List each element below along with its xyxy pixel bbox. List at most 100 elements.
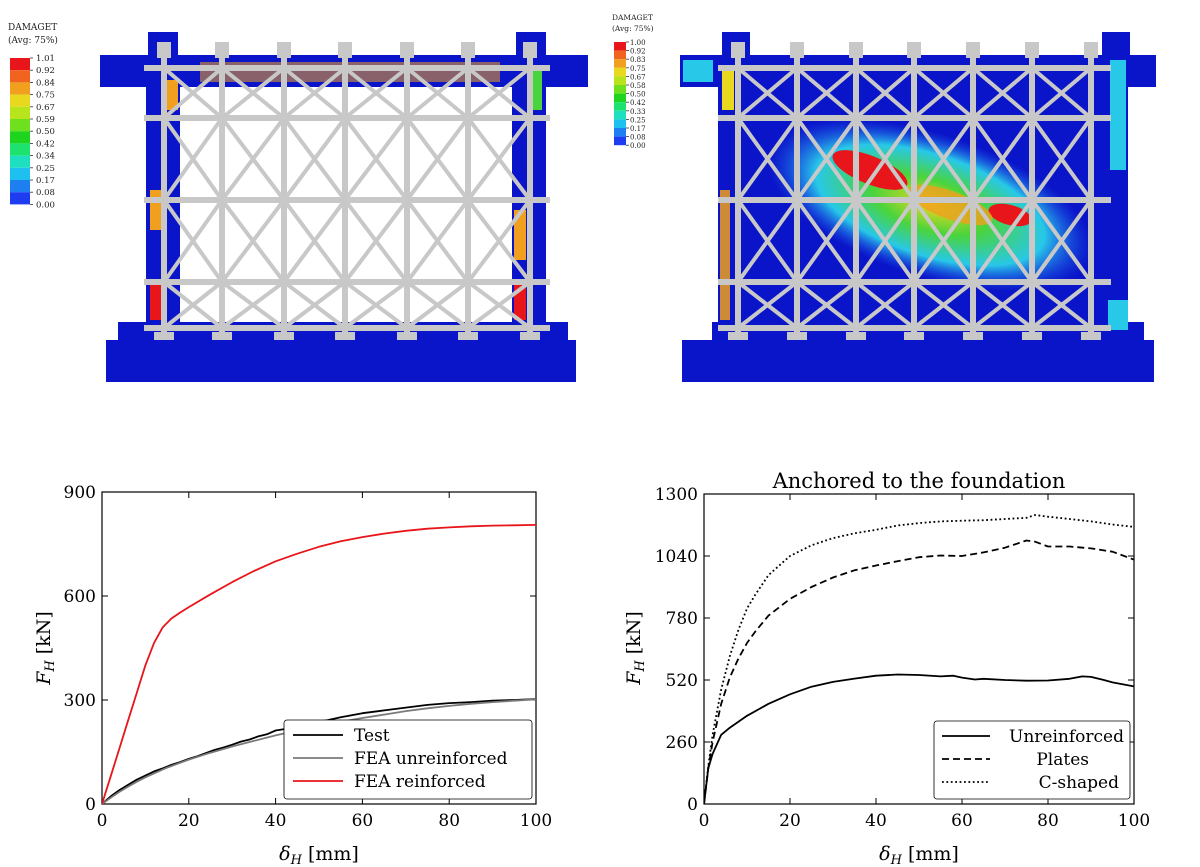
base-clamp (397, 332, 417, 340)
legend-label-unreinforced: Unreinforced (1009, 727, 1124, 747)
diagonal-bar (795, 280, 858, 330)
diagonal-bar (162, 198, 224, 284)
top-clamp (157, 42, 171, 58)
diagonal-bar (343, 198, 409, 284)
base-clamp (154, 332, 174, 340)
damage-spot (150, 280, 162, 320)
colorbar-swatch (614, 136, 626, 146)
colorbar-swatch (10, 94, 30, 107)
colorbar-tick-label: 0.08 (36, 188, 55, 198)
x-tick-label: 0 (97, 811, 108, 831)
top-clamp (1084, 42, 1098, 58)
diagonal-bar (795, 198, 858, 284)
legend-label-c-shaped: C-shaped (1039, 773, 1120, 793)
y-tick-label: 780 (666, 609, 698, 629)
top-clamp (338, 42, 352, 58)
damage-spot (514, 210, 526, 260)
colorbar-left-subtitle: (Avg: 75%) (8, 35, 58, 46)
diagonal-bar (405, 280, 470, 330)
diagonal-bar (736, 116, 799, 202)
top-clamp (523, 42, 537, 58)
diagonal-bar (466, 116, 532, 202)
y-tick-label: 260 (666, 733, 698, 753)
legend-box (933, 720, 1131, 800)
diagonal-bar (162, 116, 224, 202)
colorbar-tick-label: 0.08 (630, 134, 646, 142)
damage-spot (1110, 60, 1126, 170)
legend-label-plates: Plates (1036, 750, 1089, 770)
colorbar-left-title: DAMAGET (8, 23, 57, 33)
top-clamp (731, 42, 745, 58)
diagonal-bar (343, 66, 409, 120)
colorbar-tick-label: 0.42 (630, 99, 646, 107)
top-clamp (790, 42, 804, 58)
series-line-unreinforced (704, 673, 1134, 804)
colorbar-swatch (10, 143, 30, 156)
colorbar-right-subtitle: (Avg: 75%) (612, 24, 654, 33)
x-tick-label: 80 (438, 811, 460, 831)
colorbar-swatch (614, 110, 626, 120)
diagonal-bar (1030, 66, 1093, 120)
colorbar-tick-label: 0.75 (36, 91, 55, 101)
steel-grid-left (144, 42, 550, 340)
diagonal-bar (854, 116, 916, 202)
diagonal-bar (1030, 116, 1093, 202)
series-line-test (102, 698, 536, 804)
diagonal-bar (466, 66, 532, 120)
diagonal-bar (282, 280, 347, 330)
colorbar-tick-label: 0.00 (36, 200, 55, 210)
diagonal-bar (405, 66, 470, 120)
plot-frame (101, 491, 537, 805)
diagonal-bar (1030, 198, 1093, 284)
damage-spot (720, 190, 730, 320)
colorbar-tick-label: 1.01 (36, 54, 55, 64)
colorbar-tick-label: 0.75 (630, 65, 646, 73)
colorbar-swatch (614, 59, 626, 68)
diagonal-bar (220, 280, 286, 330)
base-clamp (458, 332, 478, 340)
y-tick-label: 0 (85, 795, 96, 815)
colorbar-tick-label: 0.67 (36, 103, 55, 113)
base-clamp (904, 332, 924, 340)
x-tick-label: 100 (1118, 811, 1150, 831)
colorbar-tick-label: 0.59 (36, 115, 55, 125)
colorbar-swatch (614, 50, 626, 60)
diagonal-bar (971, 280, 1034, 330)
colorbar-tick-label: 0.17 (630, 125, 646, 133)
x-tick-label: 40 (865, 811, 887, 831)
diagonal-bar (343, 116, 409, 202)
damage-spot (164, 80, 178, 110)
damage-spot (150, 190, 162, 230)
diagonal-bar (971, 198, 1034, 284)
diagonal-bar (912, 198, 975, 284)
colorbar-swatch (10, 180, 30, 193)
diagonal-bar (854, 198, 916, 284)
top-clamp (400, 42, 414, 58)
diagonal-bar (405, 198, 470, 284)
x-tick-label: 20 (178, 811, 200, 831)
colorbar-right: DAMAGET (Avg: 75%) 1.000.920.830.750.670… (612, 13, 654, 150)
base-clamp (963, 332, 983, 340)
diagonal-bar (1030, 280, 1093, 330)
diagonal-bar (220, 116, 286, 202)
colorbar-swatch (614, 76, 626, 85)
top-clamp (1025, 42, 1039, 58)
colorbar-swatch (10, 70, 30, 83)
base-clamp (520, 332, 540, 340)
foundation-block (682, 340, 1154, 382)
y-tick-label: 1040 (655, 547, 698, 567)
colorbar-swatch (10, 82, 30, 95)
colorbar-swatch (614, 128, 626, 137)
diagonal-bar (162, 280, 224, 330)
colorbar-tick-label: 0.00 (630, 142, 646, 150)
base-clamp (787, 332, 807, 340)
x-tick-label: 40 (265, 811, 287, 831)
diagonal-bar (971, 66, 1034, 120)
x-axis-label: δH [mm] (279, 843, 359, 867)
damage-spot (1108, 300, 1128, 330)
colorbar-tick-label: 0.83 (630, 56, 646, 64)
base-clamp (274, 332, 294, 340)
damage-spot (683, 60, 713, 82)
top-clamp (849, 42, 863, 58)
